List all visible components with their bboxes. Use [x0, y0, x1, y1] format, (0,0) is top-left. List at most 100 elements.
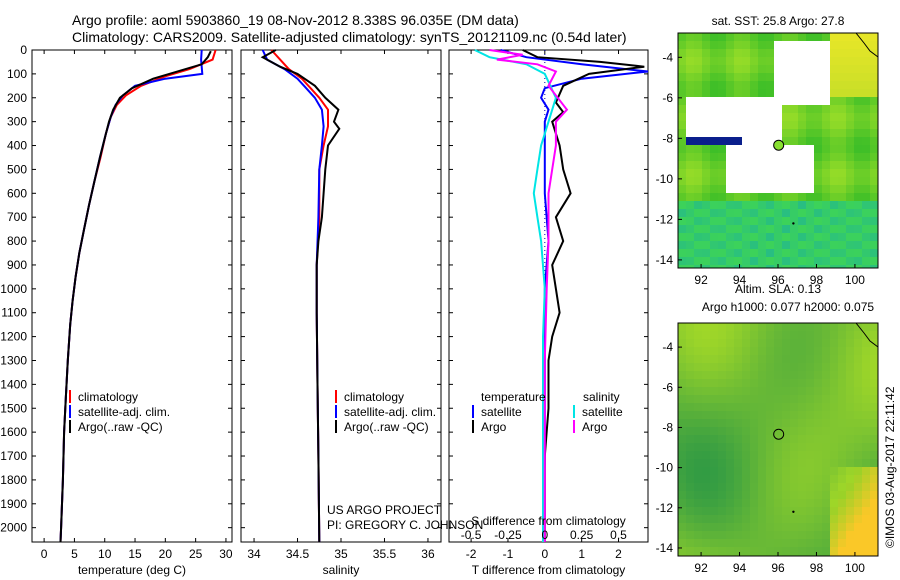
map-cell	[830, 33, 838, 41]
map-cell	[726, 339, 734, 347]
map-cell	[694, 523, 702, 531]
map-cell	[814, 475, 822, 483]
y-tick-label: 1000	[0, 282, 27, 296]
map-cell	[822, 507, 830, 515]
map-cell	[822, 547, 830, 555]
map-cell	[702, 169, 710, 177]
map-cell	[814, 33, 822, 41]
map-cell	[774, 257, 782, 265]
map-cell	[702, 339, 710, 347]
map-cell	[790, 209, 798, 217]
x-tick-label: 30	[219, 547, 233, 561]
map-cell	[686, 145, 694, 153]
map-cell	[750, 523, 758, 531]
map-cell	[742, 387, 750, 395]
y-tick-label: -8	[662, 131, 673, 145]
map-cell	[758, 41, 766, 49]
map-cell	[870, 217, 878, 225]
map-cell	[854, 507, 862, 515]
map-cell	[678, 225, 686, 233]
map-cell	[798, 323, 806, 331]
map-cell	[830, 451, 838, 459]
map-cell	[734, 65, 742, 73]
x-tick-label: 5	[71, 547, 78, 561]
map-cell	[862, 499, 870, 507]
map-cell	[838, 241, 846, 249]
map-cell	[838, 435, 846, 443]
title-line-1: Argo profile: aoml 5903860_19 08-Nov-201…	[72, 12, 519, 28]
y-tick-label: 1400	[0, 377, 27, 391]
map-cell	[814, 483, 822, 491]
map-cell	[806, 395, 814, 403]
map-cell	[766, 209, 774, 217]
map-cell	[862, 249, 870, 257]
y-tick-label: -10	[656, 172, 674, 186]
map-cell	[830, 177, 838, 185]
map-cell	[718, 371, 726, 379]
map-cell	[854, 153, 862, 161]
map-cell	[750, 339, 758, 347]
y-tick-label: -6	[662, 380, 673, 394]
map-cell	[782, 331, 790, 339]
map-cell	[862, 241, 870, 249]
x-tick-label: 25	[189, 547, 203, 561]
x-tick-label: 34.5	[286, 547, 310, 561]
map-cell	[862, 177, 870, 185]
map-cell	[870, 403, 878, 411]
map-cell	[838, 201, 846, 209]
map-cell	[758, 89, 766, 97]
map-cell	[846, 137, 854, 145]
credit-text: US ARGO PROJECT	[327, 503, 442, 517]
map-cell	[838, 411, 846, 419]
map-cell	[766, 193, 774, 201]
map-cell	[686, 443, 694, 451]
map-cell	[830, 153, 838, 161]
map-cell	[854, 65, 862, 73]
map-cell	[710, 435, 718, 443]
map-cell	[726, 265, 734, 268]
map-cell	[862, 57, 870, 65]
map-cell	[806, 507, 814, 515]
map-cell	[702, 57, 710, 65]
map-cell	[838, 73, 846, 81]
map-cell	[790, 427, 798, 435]
map-cell	[694, 491, 702, 499]
map-cell	[790, 347, 798, 355]
map-cell	[734, 201, 742, 209]
map-cell	[702, 403, 710, 411]
map-cell	[870, 395, 878, 403]
map-cell	[806, 491, 814, 499]
map-cell	[702, 387, 710, 395]
map-cell	[846, 363, 854, 371]
map-cell	[742, 217, 750, 225]
y-tick-label: 600	[7, 186, 27, 200]
map-cell	[830, 217, 838, 225]
map-cell	[718, 209, 726, 217]
map-cell	[742, 339, 750, 347]
map-cell	[870, 379, 878, 387]
map-cell	[806, 419, 814, 427]
map-cell	[862, 419, 870, 427]
map-cell	[782, 137, 790, 145]
x-tick-label: 98	[810, 273, 824, 287]
map-cell	[822, 193, 830, 201]
map-cell	[870, 233, 878, 241]
map-cell	[710, 459, 718, 467]
map-cell	[694, 475, 702, 483]
map-cell	[726, 467, 734, 475]
map-cell	[814, 185, 822, 193]
map-cell	[678, 547, 686, 555]
map-cell	[830, 73, 838, 81]
map-cell	[766, 233, 774, 241]
map-cell	[838, 395, 846, 403]
x-tick-label: 1	[578, 547, 585, 561]
map-cell	[718, 395, 726, 403]
map-cell	[702, 185, 710, 193]
map-cell	[870, 41, 878, 49]
map-cell	[702, 395, 710, 403]
argo-float-marker	[773, 428, 785, 440]
map-cell	[814, 177, 822, 185]
map-cell	[774, 379, 782, 387]
map-cell	[710, 427, 718, 435]
map-cell	[734, 547, 742, 555]
